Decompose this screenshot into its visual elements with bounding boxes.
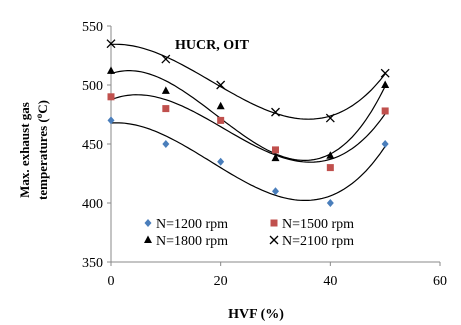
data-point-series-3 [271, 153, 280, 162]
y-tick-label: 400 [82, 197, 103, 212]
x-tick-label: 60 [433, 274, 447, 289]
data-point-series-1 [326, 199, 334, 207]
data-point-series-4 [161, 54, 171, 64]
data-point-series-3 [216, 101, 225, 110]
data-point-series-3 [161, 86, 170, 94]
y-tick-label: 550 [82, 20, 103, 35]
legend-marker [144, 219, 152, 227]
y-axis-label-line1: Max. exhaust gas [17, 102, 32, 198]
data-point-series-2 [272, 146, 279, 154]
trend-curve-series-3 [110, 70, 386, 161]
x-ticks: 0 20 40 60 [108, 262, 447, 289]
legend-marker [270, 219, 278, 227]
data-point-series-1 [381, 140, 389, 148]
trend-curve-series-4 [110, 43, 386, 120]
legend-item: N=2100 rpm [269, 234, 354, 249]
data-point-series-4 [380, 68, 390, 78]
data-point-series-2 [381, 107, 389, 115]
legend-label: N=1200 rpm [156, 217, 228, 232]
data-point-series-4 [271, 107, 280, 117]
degree-superscript: o [34, 113, 44, 118]
y-axis-label: Max. exhaust gas temperatures (oC) [17, 100, 50, 200]
trend-curve-series-1 [110, 122, 386, 201]
x-tick-label: 40 [323, 274, 337, 289]
legend-label: N=1500 rpm [282, 217, 354, 232]
x-tick-label: 0 [108, 274, 115, 289]
legend-item: N=1200 rpm [144, 217, 228, 232]
legend: N=1200 rpm N=1500 rpm N=1800 rpm N=2100 rpm [144, 217, 354, 249]
data-point-series-1 [217, 157, 225, 166]
data-point-series-2 [107, 93, 115, 101]
x-marker-stroke [106, 39, 116, 49]
x-marker-stroke [271, 107, 280, 117]
y-axis-label-line2: temperatures (oC) [34, 100, 50, 200]
legend-marker [269, 235, 279, 245]
x-marker-stroke [161, 54, 171, 64]
data-point-series-2 [326, 164, 334, 172]
data-point-series-3 [381, 80, 390, 88]
x-marker-stroke [380, 68, 390, 78]
data-point-series-1 [272, 187, 279, 196]
trend-curves [110, 43, 386, 201]
data-point-series-3 [107, 66, 115, 74]
x-axis-label: HVF (%) [228, 307, 284, 322]
data-point-series-2 [217, 116, 225, 124]
x-marker-stroke [269, 235, 279, 245]
x-marker-stroke [325, 113, 335, 123]
y-tick-label: 450 [82, 138, 103, 153]
legend-label: N=2100 rpm [282, 234, 354, 249]
y-tick-label: 500 [82, 79, 103, 94]
data-point-series-1 [162, 140, 170, 148]
data-point-series-3 [326, 151, 335, 159]
x-marker-stroke [216, 80, 226, 90]
legend-label: N=1800 rpm [156, 234, 228, 249]
data-point-series-4 [106, 39, 116, 49]
trend-curve-series-2 [110, 94, 386, 163]
data-point-series-1 [107, 116, 115, 125]
data-markers [106, 39, 390, 207]
x-tick-label: 20 [214, 274, 228, 289]
legend-item: N=1500 rpm [270, 217, 354, 232]
data-point-series-4 [216, 80, 226, 90]
data-point-series-4 [325, 113, 335, 123]
chart-title: HUCR, OIT [175, 38, 250, 53]
data-point-series-2 [162, 105, 170, 113]
y-ticks: 350 400 450 500 550 [82, 20, 111, 271]
legend-item: N=1800 rpm [144, 234, 228, 249]
y-tick-label: 350 [82, 256, 103, 271]
legend-marker [144, 235, 152, 243]
